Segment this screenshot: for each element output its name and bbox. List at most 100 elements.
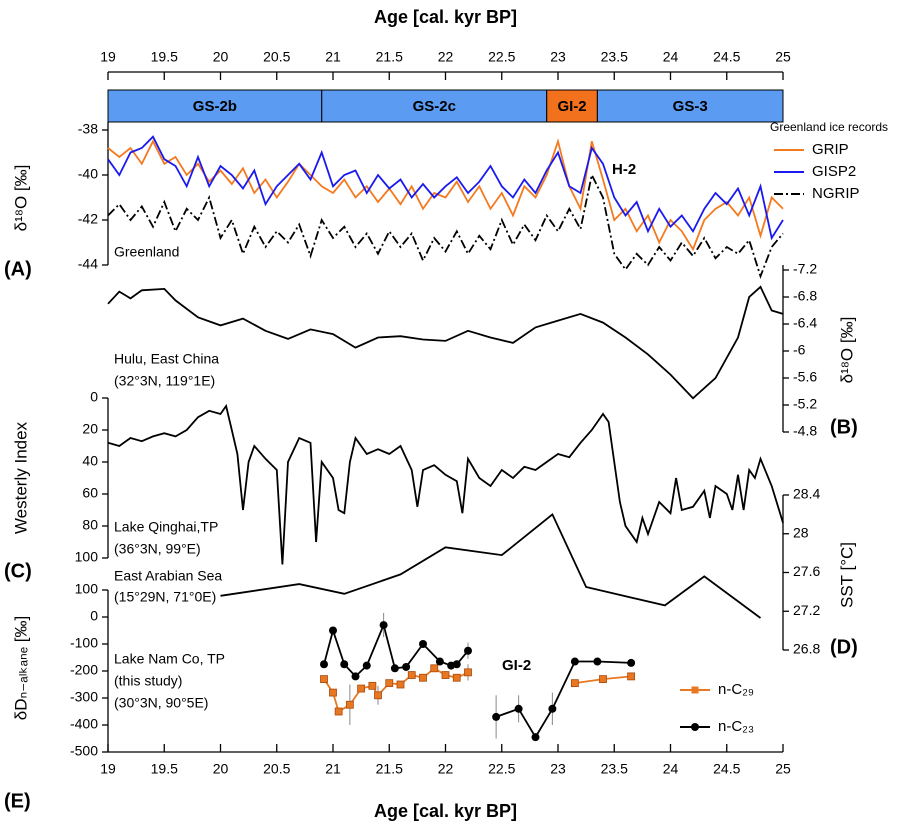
legend-label: GRIP — [812, 141, 849, 158]
y-tick-label: -5.6 — [793, 369, 817, 385]
data-line — [107, 285, 784, 400]
x-tick-label: 20 — [213, 49, 229, 65]
y-tick-label: 26.8 — [793, 641, 820, 657]
data-point — [340, 660, 349, 669]
data-point — [320, 660, 328, 669]
y-tick-label: 40 — [82, 453, 98, 469]
data-point — [570, 657, 579, 666]
x-axis-title: Age [cal. kyr BP] — [374, 801, 517, 821]
y-tick-label: -400 — [70, 716, 98, 732]
x-tick-label: 22 — [438, 761, 454, 777]
annotation: (32°3N, 119°1E) — [114, 373, 215, 389]
data-point — [329, 626, 337, 635]
x-tick-label: 23.5 — [601, 761, 628, 777]
data-point — [435, 657, 444, 666]
x-tick-label: 24 — [663, 761, 679, 777]
annotation: GI-2 — [502, 657, 531, 674]
data-point — [362, 661, 371, 670]
x-tick-label: 24 — [663, 49, 679, 65]
legend-label: NGRIP — [812, 185, 860, 202]
legend-label: n-C₂₃ — [718, 718, 754, 735]
x-tick-label: 19.5 — [151, 49, 178, 65]
y-tick-label: -300 — [70, 689, 98, 705]
data-line — [107, 172, 784, 280]
x-tick-label: 21 — [325, 49, 341, 65]
x-tick-label: 21 — [325, 761, 341, 777]
legend-marker — [691, 686, 699, 694]
annotation: East Arabian Sea — [114, 568, 222, 584]
data-point — [334, 707, 343, 716]
data-point — [452, 673, 461, 682]
data-point — [329, 688, 337, 697]
x-axis-title: Age [cal. kyr BP] — [374, 7, 517, 27]
legend-label: GISP2 — [812, 163, 856, 180]
data-point — [464, 668, 472, 677]
data-point — [419, 673, 427, 682]
x-tick-label: 23 — [550, 49, 566, 65]
y-tick-label: 100 — [75, 581, 99, 597]
panel-label: (E) — [4, 790, 31, 812]
panel-label: (A) — [4, 258, 32, 280]
x-tick-label: 19 — [100, 49, 116, 65]
data-point — [570, 679, 579, 688]
x-tick-label: 24.5 — [713, 49, 740, 65]
data-point — [599, 675, 607, 683]
data-point — [374, 691, 382, 700]
x-tick-label: 19 — [100, 761, 116, 777]
y-tick-label: 27.2 — [793, 602, 820, 618]
y-tick-label: -200 — [70, 662, 98, 678]
annotation: (36°3N, 99°E) — [114, 541, 201, 557]
data-point — [351, 672, 360, 681]
data-point — [385, 679, 394, 688]
annotation: H-2 — [612, 161, 636, 178]
y-tick-label: 27.6 — [793, 563, 820, 579]
legend-title: Greenland ice records — [770, 120, 888, 134]
data-point — [379, 621, 388, 630]
data-point — [368, 681, 377, 690]
stage-label: GS-2b — [193, 98, 237, 115]
annotation: Lake Qinghai,TP — [114, 519, 218, 535]
data-point — [320, 675, 328, 683]
data-point — [357, 684, 366, 693]
x-tick-label: 20.5 — [263, 49, 290, 65]
y-tick-label: 0 — [90, 389, 98, 405]
x-tick-label: 25 — [775, 761, 791, 777]
x-tick-label: 20 — [213, 761, 229, 777]
stage-label: GI-2 — [557, 98, 586, 115]
legend-label: n-C₂₉ — [718, 681, 754, 698]
y-tick-label: -100 — [70, 635, 98, 651]
data-point — [531, 733, 540, 742]
annotation: Hulu, East China — [114, 351, 219, 367]
x-tick-label: 22 — [438, 49, 454, 65]
y-tick-label: -7.2 — [793, 261, 817, 277]
stage-band — [546, 89, 598, 123]
annotation: Lake Nam Co, TP — [114, 651, 225, 667]
y-tick-label: 20 — [82, 421, 98, 437]
annotation: (15°29N, 71°0E) — [114, 589, 216, 605]
y-tick-label: -44 — [78, 256, 98, 272]
data-line — [107, 403, 784, 565]
y-tick-label: -40 — [78, 166, 98, 182]
x-tick-label: 22.5 — [488, 49, 515, 65]
x-tick-label: 25 — [775, 49, 791, 65]
data-point — [419, 640, 427, 648]
data-line — [323, 667, 632, 713]
y-tick-label: -42 — [78, 211, 98, 227]
x-tick-label: 20.5 — [263, 761, 290, 777]
y-tick-label: 0 — [90, 608, 98, 624]
data-point — [492, 712, 501, 721]
stage-band — [321, 89, 548, 123]
x-tick-label: 21.5 — [376, 49, 403, 65]
data-point — [345, 700, 354, 709]
panel-label: (D) — [830, 636, 858, 658]
data-point — [452, 660, 461, 669]
y-tick-label: -500 — [70, 743, 98, 759]
data-line — [220, 512, 762, 619]
data-line — [107, 138, 784, 252]
x-tick-label: 21.5 — [376, 761, 403, 777]
stage-label: GS-3 — [673, 98, 708, 115]
x-tick-label: 23 — [550, 761, 566, 777]
legend-marker — [691, 723, 699, 731]
